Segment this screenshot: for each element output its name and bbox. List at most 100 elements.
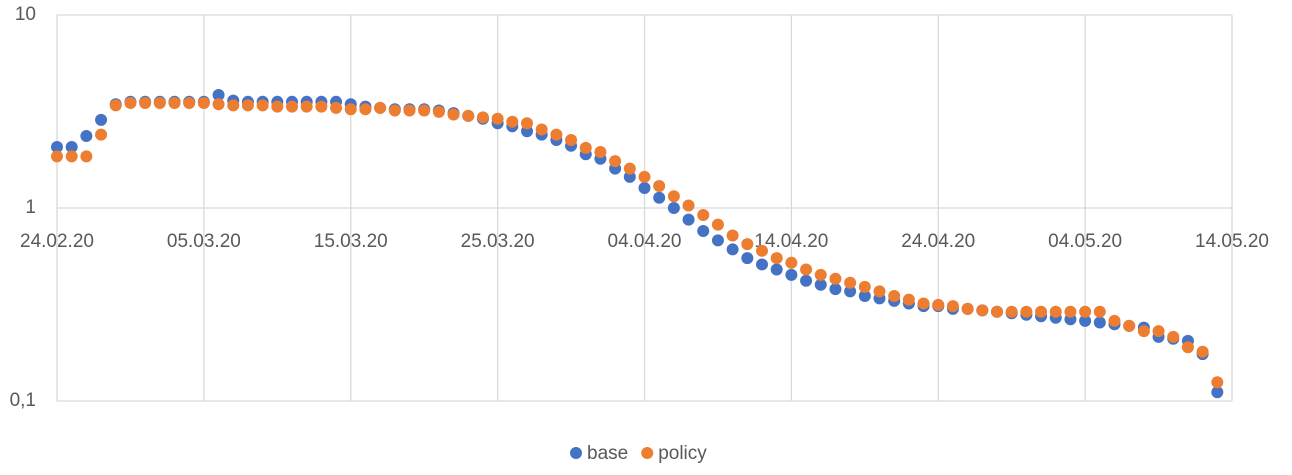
legend-marker [641, 447, 654, 459]
point [1196, 345, 1209, 358]
point [961, 302, 974, 315]
point [476, 111, 489, 124]
point [770, 263, 783, 276]
point [139, 96, 152, 109]
point [374, 101, 387, 114]
point [1108, 314, 1121, 327]
x-tick-label: 15.03.20 [314, 231, 388, 252]
point [124, 96, 137, 109]
point [95, 128, 108, 141]
point [256, 99, 269, 112]
point [432, 105, 445, 118]
point [814, 268, 827, 281]
point [829, 283, 842, 296]
point [726, 229, 739, 242]
point [770, 252, 783, 265]
point [594, 146, 607, 159]
point [197, 96, 210, 109]
point [109, 99, 122, 112]
y-tick-label: 1 [25, 197, 36, 218]
point [51, 150, 63, 163]
point [1181, 341, 1194, 354]
point [1093, 305, 1106, 318]
point [168, 96, 181, 109]
point [1035, 305, 1048, 318]
y-tick-label: 0,1 [10, 390, 36, 411]
y-tick-label: 10 [15, 4, 36, 25]
point [447, 108, 460, 121]
point [1064, 305, 1077, 318]
x-tick-label: 14.05.20 [1195, 231, 1269, 252]
point [286, 100, 298, 113]
point [1123, 319, 1136, 332]
point [80, 130, 93, 143]
x-tick-label: 04.05.20 [1048, 231, 1122, 252]
point [1211, 386, 1224, 399]
point [829, 272, 842, 285]
point [785, 268, 798, 281]
point [653, 180, 666, 193]
legend-label: base [587, 443, 628, 464]
point [800, 263, 813, 276]
point [330, 101, 343, 114]
point [1137, 325, 1150, 338]
point [550, 128, 563, 141]
point [976, 304, 989, 317]
point [682, 213, 695, 226]
point [785, 256, 798, 269]
point [344, 103, 357, 116]
point [623, 162, 636, 175]
point [711, 218, 724, 231]
point [80, 150, 93, 163]
point [565, 134, 578, 147]
point [212, 89, 225, 102]
point [888, 289, 901, 302]
x-tick-label: 04.04.20 [608, 231, 682, 252]
point [1079, 314, 1092, 327]
legend-marker [570, 447, 582, 459]
point [241, 99, 254, 112]
point [609, 155, 622, 168]
point [462, 109, 475, 122]
point [946, 300, 959, 313]
point [271, 100, 284, 113]
point [873, 285, 886, 298]
point [95, 113, 108, 126]
point [623, 170, 636, 183]
point [653, 191, 666, 204]
point [1211, 376, 1224, 389]
point [932, 298, 945, 311]
point [359, 103, 372, 116]
point [917, 297, 930, 310]
x-tick-label: 05.03.20 [167, 231, 241, 252]
point [741, 252, 754, 265]
x-tick-label: 25.03.20 [461, 231, 535, 252]
point [756, 258, 768, 271]
point [183, 96, 196, 109]
point [682, 199, 695, 212]
point [726, 243, 739, 256]
point [1049, 305, 1062, 318]
point [388, 104, 401, 117]
point [741, 238, 754, 251]
point [1005, 305, 1018, 318]
point [844, 285, 857, 298]
point [491, 112, 504, 125]
point [991, 305, 1003, 318]
point [902, 293, 915, 306]
point [756, 244, 768, 257]
point [227, 99, 240, 112]
point [579, 141, 592, 154]
point [418, 104, 431, 117]
point [667, 202, 680, 214]
point [51, 141, 63, 154]
point [858, 280, 871, 293]
point [403, 104, 416, 117]
point [153, 96, 166, 109]
point [1020, 305, 1033, 318]
point [667, 190, 680, 203]
point [844, 276, 857, 289]
point [800, 274, 813, 287]
point [1079, 305, 1092, 318]
